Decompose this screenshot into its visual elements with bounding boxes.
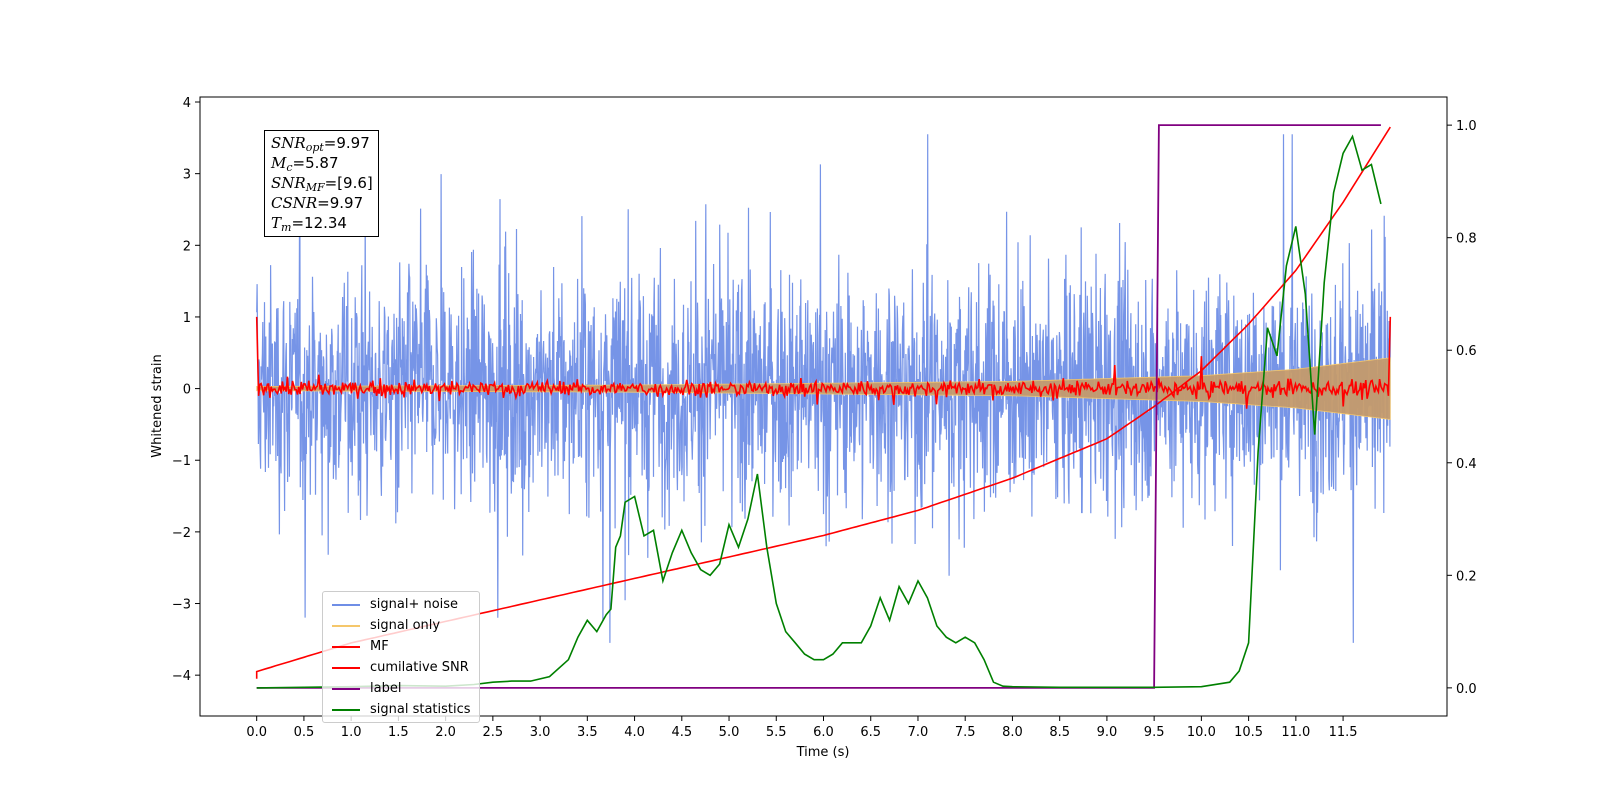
y-tick-label: −1 — [172, 454, 191, 469]
x-axis-title: Time (s) — [796, 745, 850, 760]
x-tick-label: 9.5 — [1144, 725, 1165, 740]
x-tick-label: 11.5 — [1329, 725, 1358, 740]
x-tick-label: 7.5 — [955, 725, 976, 740]
legend-item-signal-noise: signal+ noise — [323, 594, 479, 615]
x-tick-label: 11.0 — [1281, 725, 1310, 740]
y2-tick-label: 0.8 — [1456, 232, 1477, 247]
x-tick-label: 8.5 — [1049, 725, 1070, 740]
stats-line-snr-mf: SNRMF=[9.6] — [271, 174, 373, 194]
legend-item-label: label — [323, 678, 479, 699]
signal-only-band — [256, 357, 1391, 420]
y-tick-label: −4 — [172, 669, 191, 684]
x-tick-label: 1.5 — [388, 725, 409, 740]
stats-line-mc: Mc=5.87 — [271, 154, 339, 174]
x-tick-label: 0.5 — [294, 725, 315, 740]
legend-swatch — [332, 666, 360, 669]
x-tick-label: 9.0 — [1097, 725, 1118, 740]
x-tick-label: 1.0 — [341, 725, 362, 740]
x-tick-label: 3.0 — [530, 725, 551, 740]
y2-tick-label: 0.0 — [1456, 682, 1477, 697]
y-tick-label: 4 — [183, 96, 191, 111]
axes: 0.0 0.5 1.0 1.5 2.0 2.5 3.0 3.5 4.0 4.5 5.0 5.5 6.0 6… — [172, 96, 1477, 740]
signal-statistics-line — [256, 134, 1382, 689]
y-axis-title: Whitened strain — [150, 354, 165, 457]
x-tick-label: 7.0 — [908, 725, 929, 740]
x-tick-label: 0.0 — [246, 725, 267, 740]
x-tick-label: 10.0 — [1187, 725, 1216, 740]
y-tick-label: −2 — [172, 526, 191, 541]
x-tick-label: 2.5 — [483, 725, 504, 740]
legend-swatch — [332, 603, 360, 606]
y-tick-label: −3 — [172, 598, 191, 613]
stats-line-tm: Tm=12.34 — [271, 214, 347, 234]
x-tick-label: 4.0 — [624, 725, 645, 740]
legend-item-cumulative-snr: cumilative SNR — [323, 657, 479, 678]
y-tick-label: 1 — [183, 311, 191, 326]
stats-line-snr-opt: SNRopt=9.97 — [271, 134, 370, 154]
label-line — [256, 124, 1381, 689]
x-tick-label: 5.0 — [719, 725, 740, 740]
legend-swatch — [332, 687, 360, 690]
y-tick-label: 2 — [183, 239, 191, 254]
x-tick-label: 8.0 — [1002, 725, 1023, 740]
y-tick-label: 0 — [183, 383, 191, 398]
x-tick-label: 10.5 — [1234, 725, 1263, 740]
y2-tick-label: 0.4 — [1456, 457, 1477, 472]
legend-item-signal-statistics: signal statistics — [323, 699, 479, 720]
stats-annotation-box: SNRopt=9.97 Mc=5.87 SNRMF=[9.6] CSNR=9.9… — [264, 130, 379, 237]
y2-tick-label: 0.2 — [1456, 569, 1477, 584]
mf-line — [255, 316, 1392, 409]
x-tick-label: 6.0 — [813, 725, 834, 740]
y-tick-label: 3 — [183, 168, 191, 183]
legend-item-signal-only: signal only — [323, 615, 479, 636]
legend-item-mf: MF — [323, 636, 479, 657]
legend-swatch — [332, 645, 360, 648]
legend: signal+ noise signal only MF cumilative … — [322, 591, 480, 723]
legend-swatch — [332, 624, 360, 627]
y2-tick-label: 1.0 — [1456, 119, 1477, 134]
x-tick-label: 5.5 — [766, 725, 787, 740]
x-tick-label: 2.0 — [435, 725, 456, 740]
legend-swatch — [332, 708, 360, 711]
y2-tick-label: 0.6 — [1456, 344, 1477, 359]
x-tick-label: 3.5 — [577, 725, 598, 740]
signal-noise-line — [256, 134, 1391, 643]
x-tick-label: 4.5 — [671, 725, 692, 740]
x-tick-label: 6.5 — [860, 725, 881, 740]
stats-line-csnr: CSNR=9.97 — [271, 194, 364, 212]
